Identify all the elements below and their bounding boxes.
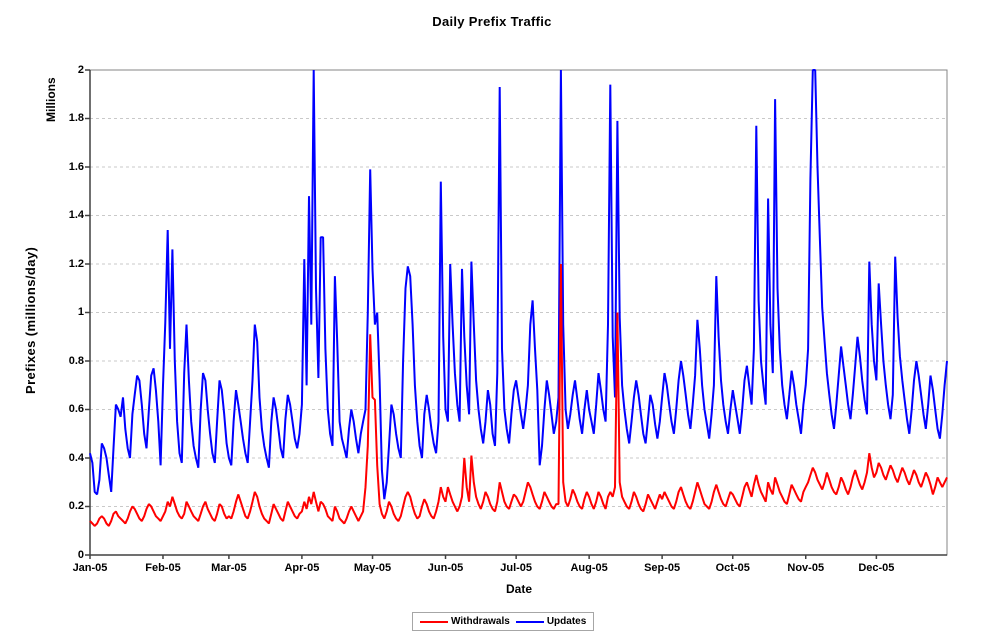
x-tick-label: Oct-05 — [715, 562, 750, 574]
chart-title: Daily Prefix Traffic — [432, 14, 552, 29]
y-tick-label: 1.8 — [68, 112, 84, 124]
x-axis-title: Date — [505, 582, 532, 596]
y-tick-label: 0 — [77, 548, 84, 561]
x-tick-label: Nov-05 — [787, 562, 825, 574]
legend: Withdrawals Updates — [412, 612, 595, 631]
x-tick-label: Aug-05 — [570, 562, 608, 574]
x-tick-label: Jul-05 — [500, 562, 533, 574]
legend-item-withdrawals: Withdrawals — [420, 616, 510, 627]
y-tick-label: 1.2 — [68, 257, 84, 270]
y-tick-label: 0.4 — [68, 451, 84, 464]
x-tick-label: Sep-05 — [644, 562, 681, 574]
x-tick-label: May-05 — [353, 562, 392, 574]
legend-label-updates: Updates — [546, 616, 587, 627]
y-tick-label: 0.2 — [68, 500, 84, 512]
x-tick-label: Jun-05 — [427, 562, 464, 574]
y-tick-label: 2 — [77, 63, 84, 76]
y-tick-label: 1.4 — [68, 209, 84, 221]
y-tick-label: 1 — [77, 306, 84, 318]
withdrawals-line-swatch — [420, 620, 448, 623]
x-tick-label: Apr-05 — [284, 562, 320, 574]
legend-label-withdrawals: Withdrawals — [451, 616, 510, 627]
y-tick-label: 0.6 — [68, 403, 84, 415]
x-tick-label: Jan-05 — [72, 562, 108, 574]
y-tick-label: 0.8 — [68, 354, 84, 367]
legend-item-updates: Updates — [515, 616, 587, 627]
x-tick-label: Feb-05 — [145, 562, 181, 574]
y-tick-label: 1.6 — [68, 160, 84, 173]
updates-line-swatch — [515, 620, 544, 623]
x-tick-label: Dec-05 — [858, 562, 895, 574]
x-tick-label: Mar-05 — [211, 562, 247, 574]
